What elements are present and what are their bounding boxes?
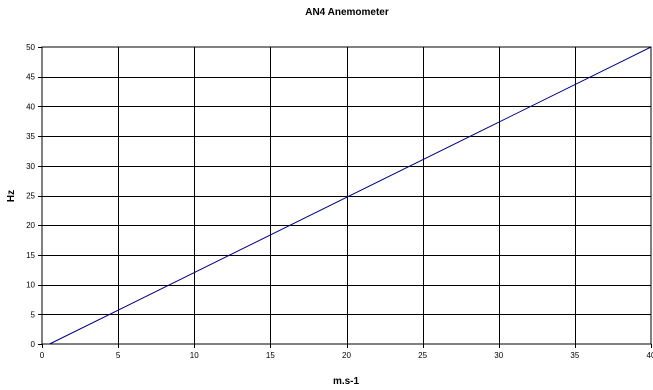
- x-tick-label: 15: [266, 351, 275, 360]
- grid: [42, 47, 651, 344]
- y-tick-label: 35: [26, 132, 35, 141]
- y-tick-label: 10: [26, 281, 35, 290]
- x-tick-label: 35: [570, 351, 579, 360]
- x-tick-label: 40: [647, 351, 653, 360]
- axis-ticks: 0 5 10 15 20 25 30 35 40 0 5 10 15 20 25 30 35 40 45 50: [26, 43, 653, 360]
- series-line: [49, 46, 652, 345]
- y-tick-label: 30: [26, 162, 35, 171]
- chart-title: AN4 Anemometer: [305, 7, 389, 18]
- y-axis-title: Hz: [6, 190, 17, 202]
- plot-area-frame: [41, 46, 652, 345]
- series-group: [49, 46, 652, 345]
- y-tick-label: 40: [26, 102, 35, 111]
- y-tick-label: 45: [26, 73, 35, 82]
- x-axis-title: m.s-1: [333, 376, 360, 387]
- y-tick-label: 50: [26, 43, 35, 52]
- x-tick-label: 0: [40, 351, 45, 360]
- y-tick-label: 5: [31, 310, 36, 319]
- x-tick-label: 20: [342, 351, 351, 360]
- y-tick-label: 0: [31, 340, 36, 349]
- x-tick-label: 30: [494, 351, 503, 360]
- x-tick-label: 10: [190, 351, 199, 360]
- y-tick-label: 15: [26, 251, 35, 260]
- y-tick-label: 25: [26, 192, 35, 201]
- x-tick-label: 25: [418, 351, 427, 360]
- x-tick-label: 5: [116, 351, 121, 360]
- y-tick-label: 20: [26, 221, 35, 230]
